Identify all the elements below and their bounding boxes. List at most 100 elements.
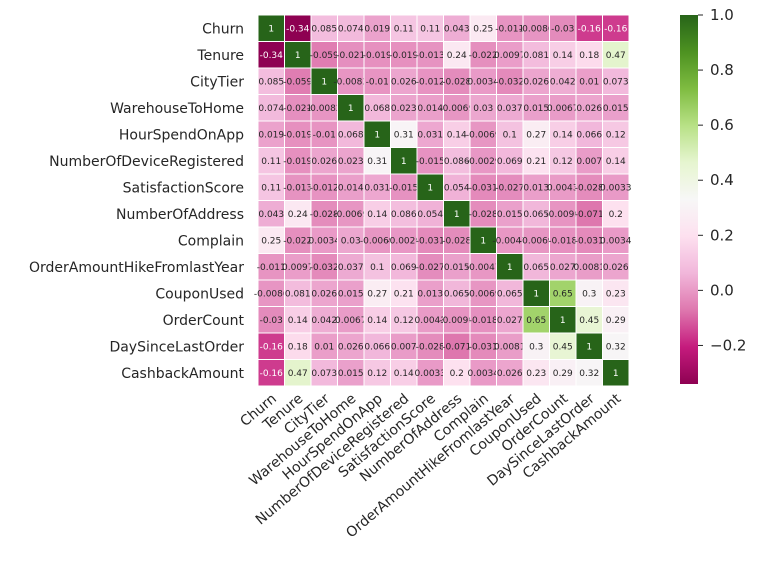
cell-value-label: 0.11: [261, 183, 281, 193]
y-tick-label: SatisfactionScore: [123, 180, 244, 196]
cell-value-label: 0.015: [444, 263, 470, 273]
cell-value-label: 0.031: [417, 130, 443, 140]
cell-value-label: -0.0047: [492, 236, 527, 246]
cell-value-label: -0.012: [310, 183, 339, 193]
heatmap-cell: [337, 120, 365, 148]
cell-value-label: 0.47: [606, 51, 626, 61]
heatmap-cell: [443, 120, 471, 148]
cell-value-label: 0.019: [364, 24, 390, 34]
cell-value-label: 0.027: [497, 316, 523, 326]
cell-value-label: -0.012: [416, 77, 445, 87]
cell-value-label: 0.1: [503, 130, 517, 140]
heatmap-cell: [390, 279, 418, 307]
cell-value-label: -0.059: [310, 51, 339, 61]
cell-value-label: 0.0033: [600, 183, 632, 193]
cell-value-label: 0.043: [444, 24, 470, 34]
cell-value-label: -0.0069: [519, 236, 554, 246]
heatmap-cell: [390, 253, 418, 281]
heatmap-cell: [284, 67, 312, 95]
cell-value-label: 0.026: [576, 104, 602, 114]
heatmap-cell: [522, 200, 550, 228]
heatmap-cell: [602, 41, 630, 69]
cell-value-label: 0.11: [420, 24, 440, 34]
heatmap-cell: [443, 306, 471, 334]
cell-value-label: 0.24: [447, 51, 467, 61]
cell-value-label: 0.026: [603, 263, 629, 273]
heatmap-cell: [443, 14, 471, 42]
cell-value-label: 0.14: [367, 210, 387, 220]
heatmap-cell: [549, 253, 577, 281]
x-axis-labels: ChurnTenureCityTierWarehouseToHomeHourSp…: [237, 390, 624, 541]
heatmap-cell: [257, 200, 285, 228]
cell-value-label: 0.27: [526, 130, 546, 140]
y-tick-label: NumberOfDeviceRegistered: [49, 154, 244, 170]
heatmap-cell: [416, 173, 444, 201]
heatmap-cell: [469, 120, 497, 148]
heatmap-cell: [390, 173, 418, 201]
cell-value-label: 0.21: [394, 289, 414, 299]
cell-value-label: 0.14: [606, 157, 626, 167]
cell-value-label: 0.3: [529, 342, 543, 352]
heatmap-cell: [549, 359, 577, 387]
cell-value-label: -0.015: [389, 183, 418, 193]
cell-value-label: 0.026: [338, 342, 364, 352]
cell-value-label: 0.12: [553, 157, 573, 167]
cell-value-label: 1: [321, 77, 327, 87]
colorbar-tick-label: 0.4: [710, 171, 734, 189]
cell-value-label: 0.066: [576, 130, 602, 140]
cell-value-label: -0.027: [495, 183, 524, 193]
cell-value-label: 0.027: [550, 263, 576, 273]
heatmap-cell: [522, 306, 550, 334]
cell-value-label: 0.086: [391, 210, 417, 220]
y-axis-labels: Churn Tenure CityTier WarehouseToHome HourSp…: [29, 21, 245, 382]
cell-value-label: 0.073: [603, 77, 629, 87]
cell-value-label: -0.34: [286, 24, 310, 34]
colorbar-gradient: [680, 15, 698, 384]
cell-value-label: 0.12: [367, 369, 387, 379]
cell-value-label: 0.081: [285, 289, 311, 299]
cell-value-label: 0.054: [444, 183, 470, 193]
cell-value-label: -0.022: [283, 236, 312, 246]
y-tick-label: CityTier: [190, 74, 244, 90]
cell-value-label: 1: [454, 210, 460, 220]
cell-value-label: 0.086: [444, 157, 470, 167]
cell-value-label: 0.074: [338, 24, 364, 34]
cell-value-label: 0.007: [391, 342, 417, 352]
y-tick-label: OrderAmountHikeFromlastYear: [29, 260, 244, 276]
heatmap-cell: [390, 41, 418, 69]
cell-value-label: 0.026: [311, 157, 337, 167]
cell-value-label: -0.019: [363, 51, 392, 61]
cell-value-label: 1: [427, 183, 433, 193]
heatmap-cell: [416, 359, 444, 387]
heatmap-cell: [469, 147, 497, 175]
cell-value-label: -0.34: [260, 51, 284, 61]
cell-value-label: 1: [268, 24, 274, 34]
heatmap-cell: [443, 147, 471, 175]
heatmap-cell: [602, 94, 630, 122]
cell-value-label: -0.0086: [254, 289, 289, 299]
cell-value-label: -0.0099: [545, 210, 580, 220]
cell-value-label: 0.065: [497, 289, 523, 299]
heatmap-cell: [363, 253, 391, 281]
cell-value-label: -0.015: [416, 157, 445, 167]
cell-value-label: 0.014: [338, 183, 364, 193]
heatmap-cell: [602, 306, 630, 334]
heatmap-cell: [496, 359, 524, 387]
cell-value-label: -0.021: [336, 51, 365, 61]
heatmap-cell: [257, 173, 285, 201]
cell-value-label: 0.015: [338, 289, 364, 299]
cell-value-label: 0.2: [609, 210, 623, 220]
colorbar-tick-label: 0.6: [710, 116, 734, 134]
colorbar: 1.0 0.8 0.6 0.4 0.2 0.0 −0.2: [680, 6, 746, 384]
cell-value-label: -0.071: [575, 210, 604, 220]
cell-value-label: 0.31: [367, 157, 387, 167]
cell-value-label: -0.0082: [333, 77, 368, 87]
cell-value-label: -0.032: [495, 77, 524, 87]
cell-value-label: 0.0081: [494, 342, 526, 352]
cell-value-label: 0.069: [497, 157, 523, 167]
cell-value-label: 0.25: [473, 24, 493, 34]
cell-value-label: -0.16: [578, 24, 602, 34]
cell-value-label: 0.0067: [547, 104, 579, 114]
cell-value-label: 1: [586, 342, 592, 352]
